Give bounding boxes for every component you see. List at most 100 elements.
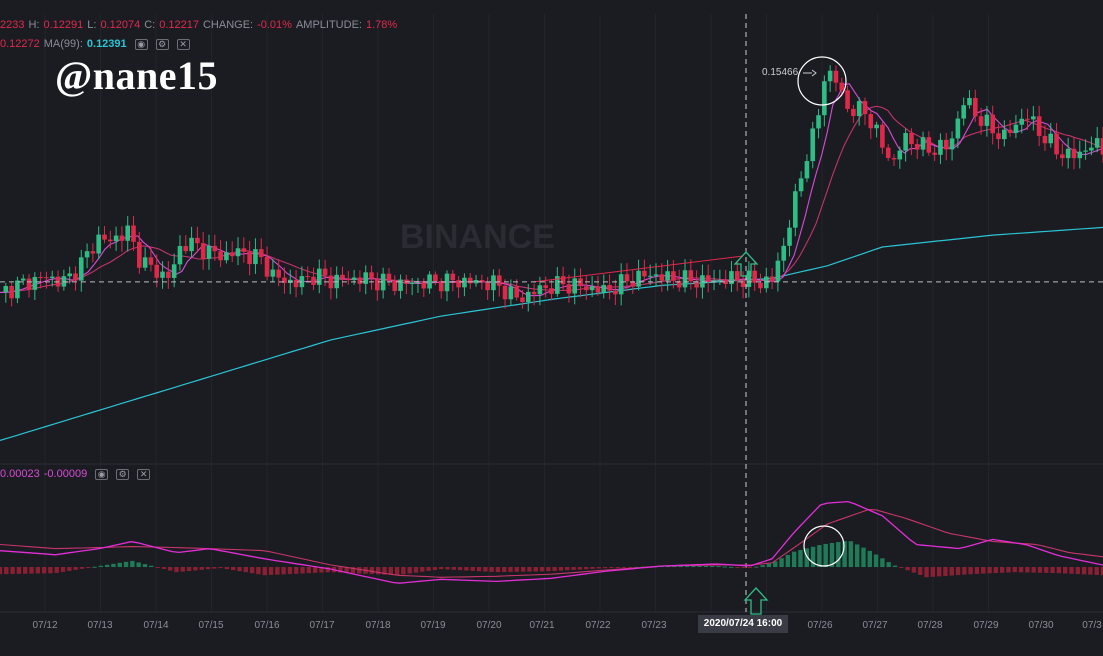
candle <box>1019 108 1025 134</box>
candle <box>607 274 612 300</box>
candle <box>839 77 845 97</box>
macd-bar <box>483 567 488 572</box>
macd-bar <box>754 566 759 568</box>
candle <box>822 75 827 127</box>
candle <box>433 271 438 286</box>
macd-bar <box>741 567 746 569</box>
candle <box>885 144 891 161</box>
macd-bar <box>495 567 501 573</box>
candle <box>531 283 537 306</box>
macd-bar <box>609 567 614 569</box>
candle <box>357 270 363 292</box>
candle <box>125 216 131 252</box>
candle <box>444 270 450 302</box>
macd-dea-line <box>0 509 1103 578</box>
macd-bar <box>205 567 211 570</box>
candle <box>572 268 578 305</box>
macd-bar <box>791 551 797 568</box>
candle <box>833 65 839 92</box>
candle <box>566 274 572 303</box>
macd-bar <box>98 565 104 568</box>
macd-bar <box>54 567 59 573</box>
candle <box>1002 120 1007 147</box>
candle <box>1065 137 1071 169</box>
macd-bar <box>697 566 702 568</box>
candle <box>1036 105 1042 147</box>
close-icon[interactable]: ✕ <box>137 468 151 480</box>
candle <box>781 237 787 272</box>
candle <box>868 110 874 140</box>
macd-bar <box>218 567 223 569</box>
macd-bar <box>193 567 198 571</box>
macd-bar <box>678 566 683 568</box>
macd-bar <box>16 567 22 574</box>
x-tick-label: 07/27 <box>862 620 887 631</box>
candle <box>38 271 43 289</box>
macd-bar <box>899 567 904 569</box>
macd-bar <box>810 546 816 568</box>
macd-bar <box>420 567 425 572</box>
candle <box>415 277 421 293</box>
eye-icon[interactable]: ◉ <box>134 38 148 50</box>
change-value: -0.01% <box>257 19 292 31</box>
macd-bar <box>798 550 803 568</box>
candle <box>462 273 467 297</box>
candle <box>119 226 125 252</box>
macd-bar <box>546 567 551 572</box>
candle <box>676 269 682 292</box>
candle <box>3 282 9 303</box>
candle <box>142 247 148 271</box>
macd-bar <box>1006 567 1011 573</box>
x-tick-label: 07/28 <box>917 620 942 631</box>
candle <box>375 272 380 301</box>
candle <box>1042 125 1048 151</box>
macd-bar <box>552 567 557 571</box>
macd-bar <box>350 567 356 574</box>
macd-bar <box>533 567 538 572</box>
macd-bar <box>571 567 576 570</box>
macd-bar <box>968 567 973 575</box>
eye-icon[interactable]: ◉ <box>95 468 109 480</box>
macd-bar <box>439 567 444 570</box>
candle <box>909 128 914 156</box>
peak-highlight-circle <box>797 56 847 106</box>
macd-bar <box>294 567 299 574</box>
settings-icon[interactable]: ⚙ <box>155 38 169 50</box>
candle <box>409 278 415 296</box>
candle <box>694 270 699 298</box>
close-label: C: <box>144 19 156 31</box>
candle <box>183 235 189 254</box>
macd-bar <box>583 567 589 570</box>
macd-bar <box>262 567 267 576</box>
candle <box>961 97 966 126</box>
macd-bar <box>880 558 885 568</box>
x-tick-label: 07/16 <box>254 620 279 631</box>
settings-icon[interactable]: ⚙ <box>116 468 130 480</box>
macd-bar <box>1031 567 1036 573</box>
amplitude-label: AMPLITUDE: <box>295 19 362 31</box>
ma-legend: 0.12272 MA(99): 0.12391 ◉ ⚙ ✕ <box>0 38 194 50</box>
macd-bar <box>489 567 494 572</box>
macd-value-a: 0.00023 <box>0 468 40 480</box>
macd-bar <box>924 567 929 578</box>
candle <box>148 247 154 272</box>
peak-price-label: 0.15466 <box>762 67 799 78</box>
candle <box>346 271 351 285</box>
candle <box>276 259 281 287</box>
macd-bar <box>268 567 274 575</box>
macd-bar <box>1094 567 1099 575</box>
macd-bar <box>943 567 948 576</box>
candle <box>363 265 369 295</box>
low-value: 0.12074 <box>100 19 141 31</box>
macd-highlight-circle <box>803 525 845 567</box>
close-icon[interactable]: ✕ <box>176 38 190 50</box>
macd-bar <box>111 563 116 568</box>
candle <box>746 261 752 298</box>
macd-bar <box>955 567 961 576</box>
close-value: 0.12217 <box>159 19 199 31</box>
macd-bar <box>722 566 728 568</box>
macd-bar <box>382 567 387 575</box>
candle <box>73 266 78 291</box>
macd-arrow-up-icon <box>743 587 769 615</box>
